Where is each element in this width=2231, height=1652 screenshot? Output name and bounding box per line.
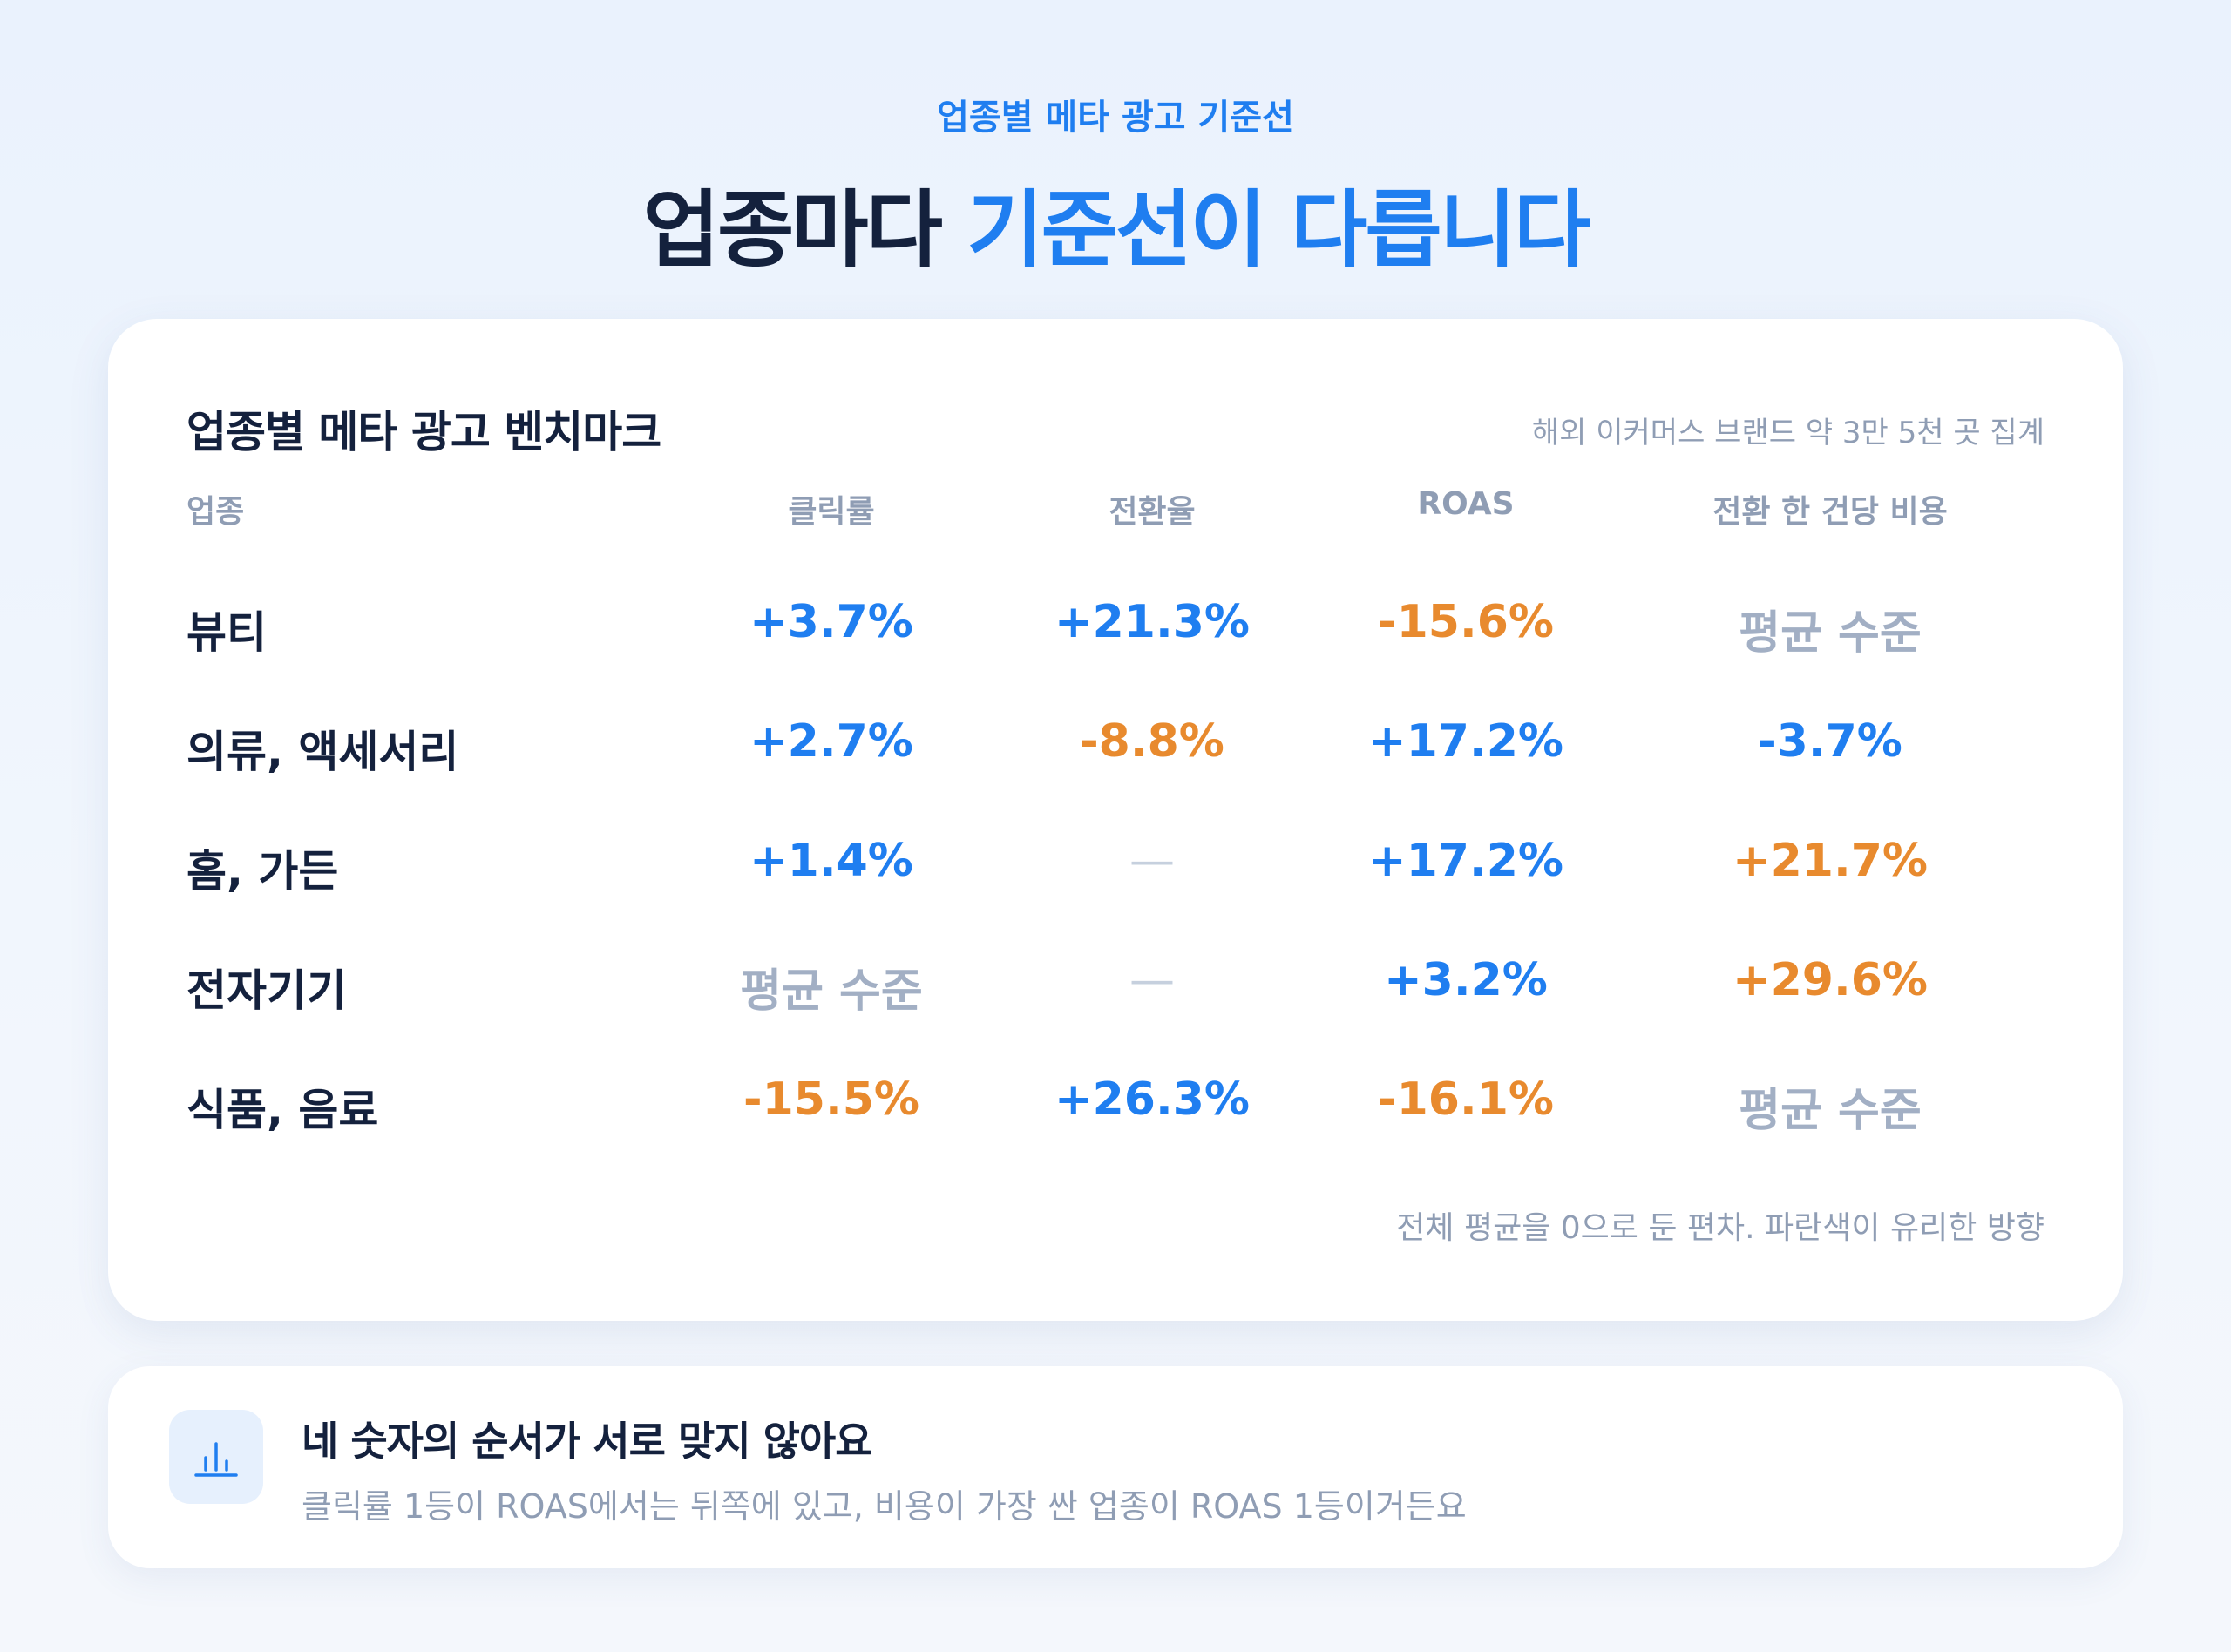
row-label: 의류, 액세서리 bbox=[186, 727, 459, 777]
benchmark-card: 업종별 메타 광고 벤치마크 해외 이커머스 브랜드 약 3만 5천 곳 집계 … bbox=[108, 319, 2123, 1321]
headline-main: 업종마다 bbox=[642, 181, 967, 279]
col-header-cpa: 전환 한 건당 비용 bbox=[1712, 494, 1948, 530]
card-footnote: 전체 평균을 0으로 둔 편차. 파란색이 유리한 방향 bbox=[1396, 1210, 2045, 1246]
table-cell: +21.3% bbox=[1054, 596, 1250, 648]
table-cell: 평균 수준 bbox=[1739, 607, 1922, 660]
table-cell: 평균 수준 bbox=[1739, 1085, 1922, 1137]
table-cell: +26.3% bbox=[1054, 1073, 1250, 1126]
col-header-roas: ROAS bbox=[1417, 486, 1515, 522]
table-cell: +3.2% bbox=[1384, 954, 1548, 1006]
table-cell: -8.8% bbox=[1080, 715, 1224, 768]
bar-chart-icon bbox=[169, 1410, 263, 1504]
table-cell: -15.6% bbox=[1378, 596, 1554, 648]
page-title: 업종마다 기준선이 다릅니다 bbox=[0, 162, 2231, 283]
table-cell: +17.2% bbox=[1368, 715, 1563, 768]
card-title: 업종별 메타 광고 벤치마크 bbox=[186, 407, 661, 457]
table-cell: — bbox=[1129, 954, 1175, 1006]
table-cell: -15.5% bbox=[743, 1073, 919, 1126]
insight-card: 네 숫자의 순서가 서로 맞지 않아요 클릭률 1등이 ROAS에서는 뒤쪽에 … bbox=[108, 1366, 2123, 1568]
table-cell: 평균 수준 bbox=[740, 965, 923, 1018]
table-cell: +29.6% bbox=[1733, 954, 1928, 1006]
row-label: 홈, 가든 bbox=[186, 846, 339, 897]
row-label: 식품, 음료 bbox=[186, 1085, 379, 1135]
row-label: 전자기기 bbox=[186, 965, 347, 1016]
table-cell: -16.1% bbox=[1378, 1073, 1554, 1126]
table-cell: +3.7% bbox=[749, 596, 913, 648]
table-cell: +17.2% bbox=[1368, 835, 1563, 887]
insight-title: 네 숫자의 순서가 서로 맞지 않아요 bbox=[302, 1418, 872, 1465]
card-source-note: 해외 이커머스 브랜드 약 3만 5천 곳 집계 bbox=[1531, 416, 2045, 450]
table-cell: +21.7% bbox=[1733, 835, 1928, 887]
col-header-ctr: 클릭률 bbox=[788, 494, 875, 530]
table-cell: — bbox=[1129, 835, 1175, 887]
headline-accent: 기준선이 다릅니다 bbox=[966, 181, 1590, 279]
eyebrow-label: 업종별 메타 광고 기준선 bbox=[937, 98, 1294, 138]
insight-text: 클릭률 1등이 ROAS에서는 뒤쪽에 있고, 비용이 가장 싼 업종이 ROA… bbox=[302, 1487, 1467, 1526]
row-label: 뷰티 bbox=[186, 607, 267, 658]
col-header-industry: 업종 bbox=[186, 494, 245, 530]
table-cell: +2.7% bbox=[749, 715, 913, 768]
col-header-cvr: 전환율 bbox=[1109, 494, 1196, 530]
table-cell: -3.7% bbox=[1758, 715, 1902, 768]
table-cell: +1.4% bbox=[749, 835, 913, 887]
